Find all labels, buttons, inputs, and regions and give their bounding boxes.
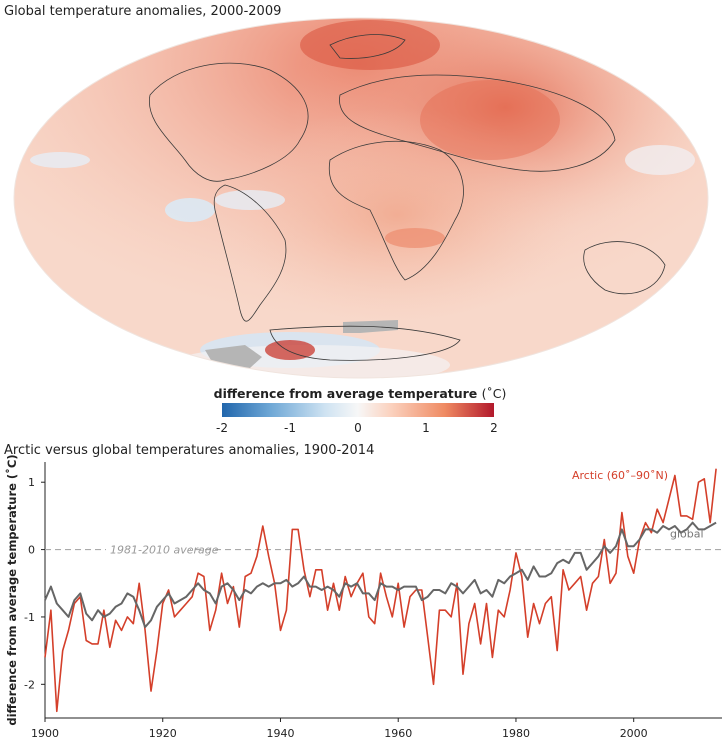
colorbar-tick-label: 0 (354, 421, 362, 435)
x-tick-label: 1920 (149, 727, 177, 740)
reference-line-label: 1981-2010 average (110, 544, 219, 557)
colorbar-tick-label: -1 (284, 421, 296, 435)
x-tick-label: 1900 (31, 727, 59, 740)
y-axis-label: difference from average temperature (˚C) (4, 454, 19, 725)
chart-title: Arctic versus global temperatures anomal… (4, 443, 375, 458)
x-tick-label: 1940 (266, 727, 294, 740)
colorbar (222, 403, 494, 417)
colorbar-tick-label: 2 (490, 421, 498, 435)
colorbar-tick-label: -2 (216, 421, 228, 435)
map-globe (14, 18, 708, 378)
temperature-anomaly-map (13, 17, 709, 417)
global-series-line (44, 521, 717, 629)
map-title: Global temperature anomalies, 2000-2009 (4, 4, 282, 19)
reference-label-bg (106, 541, 190, 558)
arctic-series-line (44, 468, 717, 713)
y-tick-label: -2 (24, 678, 35, 691)
y-tick-label: 1 (28, 476, 35, 489)
y-tick-label: 0 (28, 544, 35, 557)
x-tick-label: 1980 (502, 727, 530, 740)
y-tick-label: -1 (24, 611, 35, 624)
x-tick-label: 1960 (384, 727, 412, 740)
global-series-label: global (670, 527, 704, 540)
x-tick-label: 2000 (620, 727, 648, 740)
continent-outlines (148, 34, 666, 361)
arctic-series-label: Arctic (60˚–90˚N) (572, 469, 668, 482)
colorbar-title: difference from average temperature (˚C) (213, 386, 507, 401)
colorbar-tick-label: 1 (422, 421, 430, 435)
